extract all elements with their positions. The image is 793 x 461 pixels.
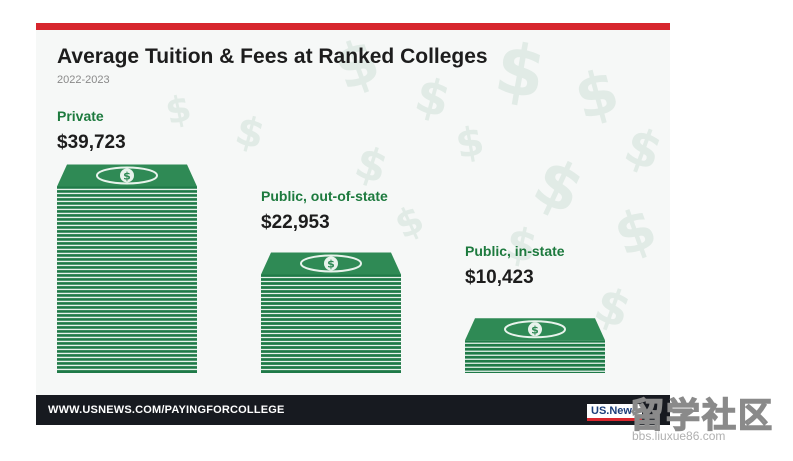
value-label-public-in-state: $10,423 [465,267,534,288]
value-label-private: $39,723 [57,132,126,153]
watermark-url: bbs.liuxue86.com [632,429,726,443]
bill-oval [96,166,158,185]
chart-card: $$$$$$$$$$$$$$$ Average Tuition & Fees a… [36,23,670,425]
stack-body [465,340,605,373]
bill-coin-icon [120,168,134,183]
bill-coin-icon [528,322,542,337]
category-label-private: Private [57,108,104,124]
money-stack-1: $ [261,252,401,373]
bill-coin-icon [324,256,338,271]
usnews-logo: US.News [587,404,643,421]
stack-body [261,274,401,373]
value-label-public-out-of-state: $22,953 [261,212,330,233]
bill-oval [300,254,362,273]
top-accent-bar [36,23,670,30]
footer-url[interactable]: WWW.USNEWS.COM/PAYINGFORCOLLEGE [48,404,285,416]
category-label-public-in-state: Public, in-state [465,243,565,259]
money-stack-2: $ [465,318,605,373]
chart-title: Average Tuition & Fees at Ranked College… [57,45,488,68]
watermark-characters: 留学社区 [629,395,774,437]
dollar-icon: $ [327,257,335,270]
bill-oval [504,320,566,339]
dollar-icon: $ [123,169,131,182]
category-label-public-out-of-state: Public, out-of-state [261,188,388,204]
dollar-icon: $ [531,323,539,336]
money-stack-bars: $ $ $ [57,164,605,373]
chart-subtitle: 2022-2023 [57,74,110,86]
footer-bar: WWW.USNEWS.COM/PAYINGFORCOLLEGE US.News [36,395,670,425]
forum-watermark: 留学社区 bbs.liuxue86.com [629,388,790,448]
money-stack-0: $ [57,164,197,373]
